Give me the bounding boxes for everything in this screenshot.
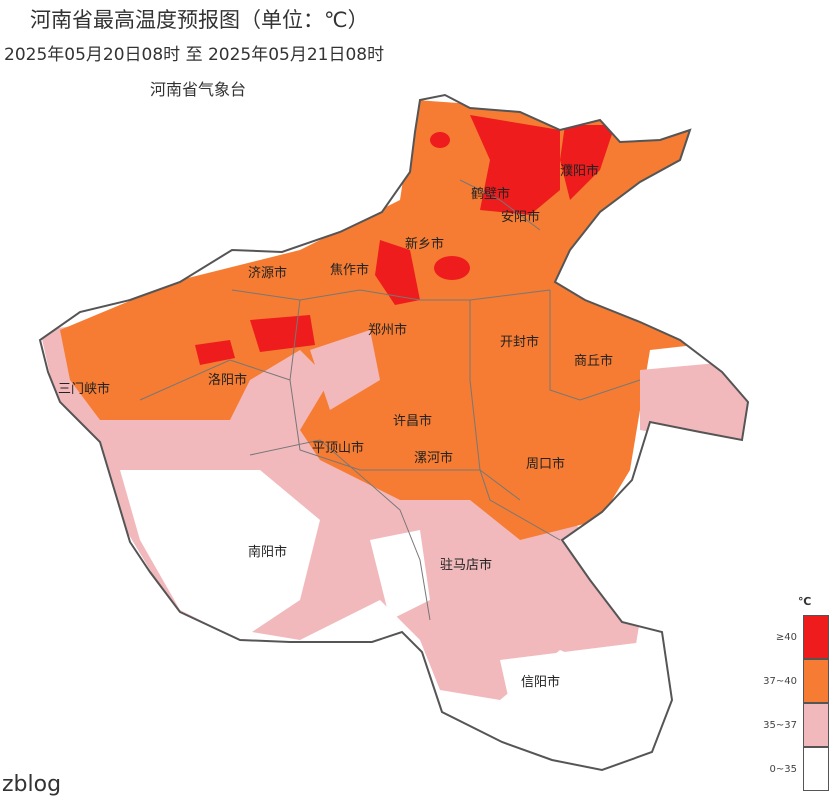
legend-label: 0~35 <box>769 764 797 775</box>
city-label: 信阳市 <box>521 675 561 690</box>
city-label: 鹤壁市 <box>471 187 511 202</box>
map-title: 河南省最高温度预报图（单位：℃） <box>30 8 369 32</box>
legend-label: ≥40 <box>775 632 797 643</box>
city-label: 济源市 <box>248 266 288 281</box>
zone-ge-40 <box>195 115 615 365</box>
legend-label: 35~37 <box>763 720 797 731</box>
city-label: 平顶山市 <box>312 441 365 456</box>
city-label: 开封市 <box>500 335 540 350</box>
forecast-period: 2025年05月20日08时 至 2025年05月21日08时 <box>4 45 385 65</box>
legend-swatch-ge40 <box>803 615 829 659</box>
city-label: 南阳市 <box>248 545 288 560</box>
city-label: 新乡市 <box>405 237 445 252</box>
legend-swatch-37-40 <box>803 659 829 703</box>
city-label: 安阳市 <box>501 210 541 225</box>
watermark: zblog <box>2 772 62 797</box>
city-label: 许昌市 <box>393 414 433 429</box>
city-label: 周口市 <box>526 457 566 472</box>
city-label: 郑州市 <box>368 323 408 338</box>
issuer: 河南省气象台 <box>150 80 247 99</box>
legend-label: 37~40 <box>763 676 797 687</box>
city-label: 焦作市 <box>330 263 370 278</box>
city-label: 洛阳市 <box>208 373 248 388</box>
legend-unit: ℃ <box>798 595 812 608</box>
city-label: 三门峡市 <box>58 382 111 397</box>
zone-37-40 <box>60 100 740 540</box>
city-label: 驻马店市 <box>440 558 493 573</box>
legend-swatch-0-35 <box>803 747 829 791</box>
city-label: 商丘市 <box>574 354 614 369</box>
city-label: 濮阳市 <box>560 164 600 179</box>
legend-swatch-35-37 <box>803 703 829 747</box>
city-label: 漯河市 <box>414 451 454 466</box>
